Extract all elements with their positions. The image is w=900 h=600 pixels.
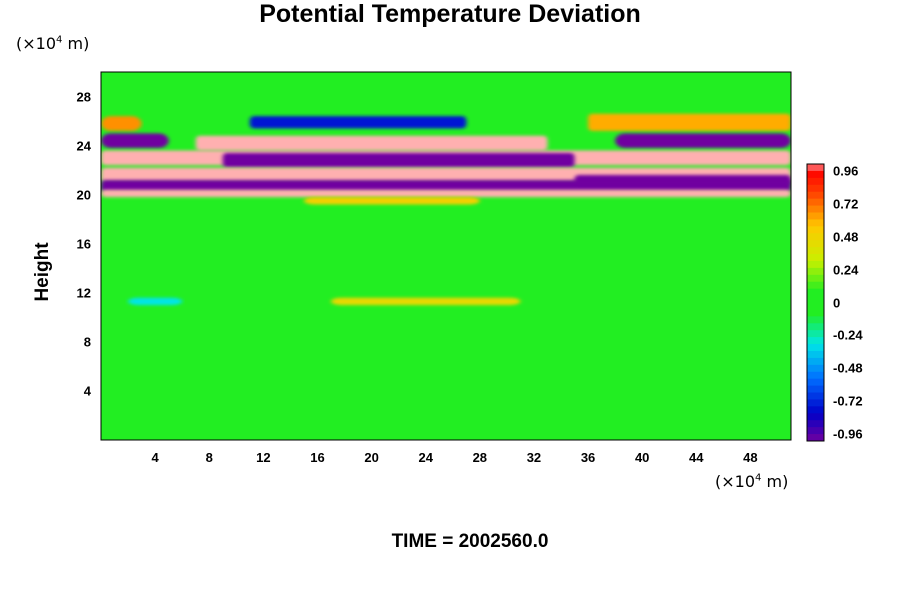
colorbar-segment xyxy=(807,164,824,172)
field-bands xyxy=(101,113,791,306)
x-tick-label: 12 xyxy=(256,450,271,465)
field-band-2 xyxy=(249,116,467,129)
y-tick-label: 20 xyxy=(76,187,91,203)
x-tick-label: 24 xyxy=(418,450,433,465)
colorbar-segment xyxy=(807,170,824,179)
y-tick-label: 8 xyxy=(83,334,91,350)
colorbar-tick-label: -0.48 xyxy=(833,360,863,376)
plot-frame xyxy=(100,71,792,441)
colorbar-segment xyxy=(807,357,824,366)
colorbar-segment xyxy=(807,254,824,262)
y-axis-label: Height xyxy=(32,242,53,302)
x-tick-label: 48 xyxy=(743,450,758,465)
colorbar-segment xyxy=(807,392,824,400)
y-tick-label: 24 xyxy=(76,138,91,154)
colorbar-segment xyxy=(807,371,824,380)
colorbar-segment xyxy=(807,212,824,220)
colorbar-segment xyxy=(807,350,824,359)
x-unit-exponent: 4 xyxy=(755,472,762,484)
field-band-1 xyxy=(588,113,791,131)
colorbar-segment xyxy=(807,184,824,193)
colorbar-segment xyxy=(807,337,824,345)
field-band-5 xyxy=(195,135,548,151)
colorbar-tick-label: -0.96 xyxy=(833,426,863,442)
x-tick-label: 40 xyxy=(634,450,650,465)
colorbar-tick-label: -0.72 xyxy=(833,393,863,409)
colorbar-segment xyxy=(807,281,824,290)
y-unit-exponent: 4 xyxy=(56,34,63,46)
colorbar-segment xyxy=(807,316,824,324)
colorbar-segment xyxy=(807,260,824,269)
x-axis-unit: (×104 m) xyxy=(715,472,788,491)
y-unit-suffix: m) xyxy=(62,34,90,53)
colorbar-segment xyxy=(807,302,824,310)
field-band-4 xyxy=(615,133,791,149)
colorbar-segment xyxy=(807,219,824,227)
x-tick-label: 20 xyxy=(364,450,379,465)
colorbar-segment xyxy=(807,240,824,248)
colorbar-segment xyxy=(807,323,824,331)
field-band-0 xyxy=(101,116,142,131)
y-axis-unit: (×104 m) xyxy=(16,34,89,53)
colorbar-frame xyxy=(806,163,825,442)
x-tick-label: 4 xyxy=(151,450,159,465)
field-band-14 xyxy=(128,297,183,306)
colorbar-segment xyxy=(807,198,824,207)
colorbar-segment xyxy=(807,399,824,407)
colorbar-tick-label: 0.72 xyxy=(833,196,859,212)
colorbar-segment xyxy=(807,344,824,352)
field-band-12 xyxy=(303,197,480,205)
colorbar-segment xyxy=(807,247,824,255)
field-band-13 xyxy=(331,297,521,306)
x-unit-suffix: m) xyxy=(761,472,789,491)
x-tick-label: 16 xyxy=(310,450,325,465)
y-tick-label: 12 xyxy=(76,285,91,301)
field-band-7 xyxy=(222,152,575,168)
colorbar-segment xyxy=(807,233,824,241)
colorbar-tick-label: -0.24 xyxy=(833,327,863,343)
colorbar-segment xyxy=(807,205,824,213)
colorbar-segment xyxy=(807,378,824,387)
colorbar-segment xyxy=(807,434,824,442)
colorbar-tick-label: 0.96 xyxy=(833,163,859,179)
x-unit-prefix: (×10 xyxy=(715,472,756,491)
colorbar-segment xyxy=(807,288,824,297)
colorbar-segment xyxy=(807,385,824,394)
y-tick-label: 28 xyxy=(76,89,91,105)
y-tick-label: 4 xyxy=(83,383,91,399)
colorbar-segment xyxy=(807,420,824,428)
colorbar-segment xyxy=(807,364,824,373)
x-tick-label: 28 xyxy=(472,450,488,465)
y-tick-label: 16 xyxy=(76,236,91,252)
colorbar-segment xyxy=(807,330,824,338)
colorbar-segment xyxy=(807,274,824,283)
x-tick-label: 32 xyxy=(526,450,542,465)
time-label: TIME = 2002560.0 xyxy=(391,531,549,552)
field-band-10 xyxy=(101,189,791,198)
colorbar-tick-label: 0.24 xyxy=(833,262,859,278)
colorbar-segment xyxy=(807,406,824,414)
colorbar-segment xyxy=(807,295,824,303)
x-tick-label: 36 xyxy=(580,450,596,465)
y-unit-prefix: (×10 xyxy=(16,34,57,53)
x-tick-label: 8 xyxy=(205,450,213,465)
colorbar-segment xyxy=(807,226,824,234)
x-tick-label: 44 xyxy=(689,450,704,465)
chart-title: Potential Temperature Deviation xyxy=(259,0,641,28)
colorbar-segment xyxy=(807,413,824,421)
colorbar-segment xyxy=(807,177,824,186)
field-band-3 xyxy=(101,133,169,149)
colorbar-tick-label: 0.48 xyxy=(833,229,859,245)
colorbar-segment xyxy=(807,309,824,317)
colorbar-tick-label: 0 xyxy=(833,295,841,310)
colorbar xyxy=(807,164,824,442)
colorbar-segment xyxy=(807,191,824,200)
colorbar-segment xyxy=(807,267,824,276)
colorbar-segment xyxy=(807,427,824,435)
field-band-11 xyxy=(574,175,791,185)
